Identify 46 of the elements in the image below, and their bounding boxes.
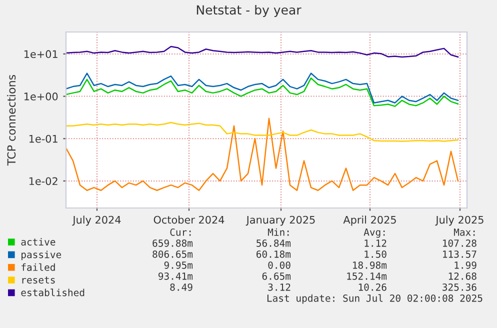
- line-series: [66, 72, 459, 104]
- text: Min:: [268, 228, 289, 236]
- text: 8.49: [170, 283, 192, 291]
- text: 1.99: [454, 261, 476, 269]
- text: 12.68: [448, 272, 476, 280]
- text: 18.98m: [353, 261, 387, 269]
- text: 6.65m: [262, 272, 291, 280]
- text: Cur:: [170, 228, 191, 236]
- line-series: [66, 77, 459, 107]
- text: 659.88m: [152, 239, 193, 247]
- x-tick-label: October 2024: [154, 216, 224, 224]
- legend-label: established: [21, 288, 84, 296]
- x-tick-label: July 2025: [435, 216, 484, 226]
- line-series: [66, 46, 459, 58]
- x-tick-label: January 2025: [246, 216, 315, 226]
- line-series: [66, 118, 459, 191]
- y-tick-label: 1e-02: [29, 177, 58, 186]
- y-tick-label: 1e+00: [24, 92, 58, 100]
- text: 3.12: [268, 283, 290, 291]
- legend-label: passive: [22, 250, 62, 260]
- text: 0.00: [268, 261, 290, 269]
- text: 10.26: [358, 283, 386, 291]
- y-axis-title: TCP connections: [7, 74, 16, 166]
- text: Max:: [454, 228, 475, 236]
- text: 93.41m: [158, 272, 193, 280]
- text: 113.57: [443, 250, 476, 258]
- line-series: [66, 122, 459, 142]
- text: 60.18m: [256, 250, 291, 258]
- legend-label: failed: [22, 263, 55, 271]
- text: 152.14m: [347, 272, 387, 280]
- text: Last update: Sun Jul 20 02:00:08 2025: [267, 294, 482, 304]
- text: 1.12: [364, 239, 386, 247]
- text: 9.95m: [164, 261, 193, 269]
- chart-title: Netstat - by year: [196, 4, 302, 18]
- text: 56.84m: [256, 239, 291, 247]
- y-tick-label: 1e-01: [29, 134, 58, 143]
- text: 325.36: [442, 283, 476, 291]
- text: 806.65m: [152, 250, 193, 258]
- text: 107.28: [443, 239, 476, 247]
- text: Avg:: [364, 228, 385, 238]
- legend-label: resets: [22, 276, 55, 284]
- x-tick-label: July 2024: [72, 216, 121, 226]
- legend-label: active: [21, 238, 56, 246]
- y-tick-label: 1e+01: [24, 50, 58, 58]
- x-tick-label: April 2025: [343, 216, 396, 226]
- text: 1.50: [364, 250, 386, 258]
